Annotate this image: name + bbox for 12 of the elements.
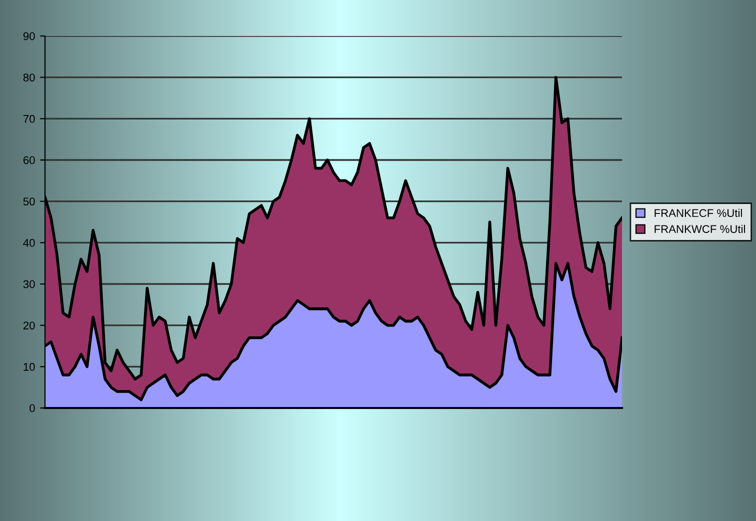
legend-label: FRANKWCF %Util xyxy=(654,224,745,233)
y-tick-label: 80 xyxy=(23,74,35,82)
y-tick-label: 50 xyxy=(23,198,35,206)
y-tick-label: 0 xyxy=(30,404,35,412)
y-tick-label: 70 xyxy=(23,114,35,123)
y-tick-label: 60 xyxy=(23,156,35,164)
y-tick-label: 30 xyxy=(23,280,35,288)
y-tick-label: 40 xyxy=(23,238,35,247)
y-tick-label: 90 xyxy=(23,32,35,40)
legend-label: FRANKECF %Util xyxy=(654,208,742,218)
y-tick-label: 20 xyxy=(23,322,35,330)
y-tick-label: 10 xyxy=(24,362,35,371)
